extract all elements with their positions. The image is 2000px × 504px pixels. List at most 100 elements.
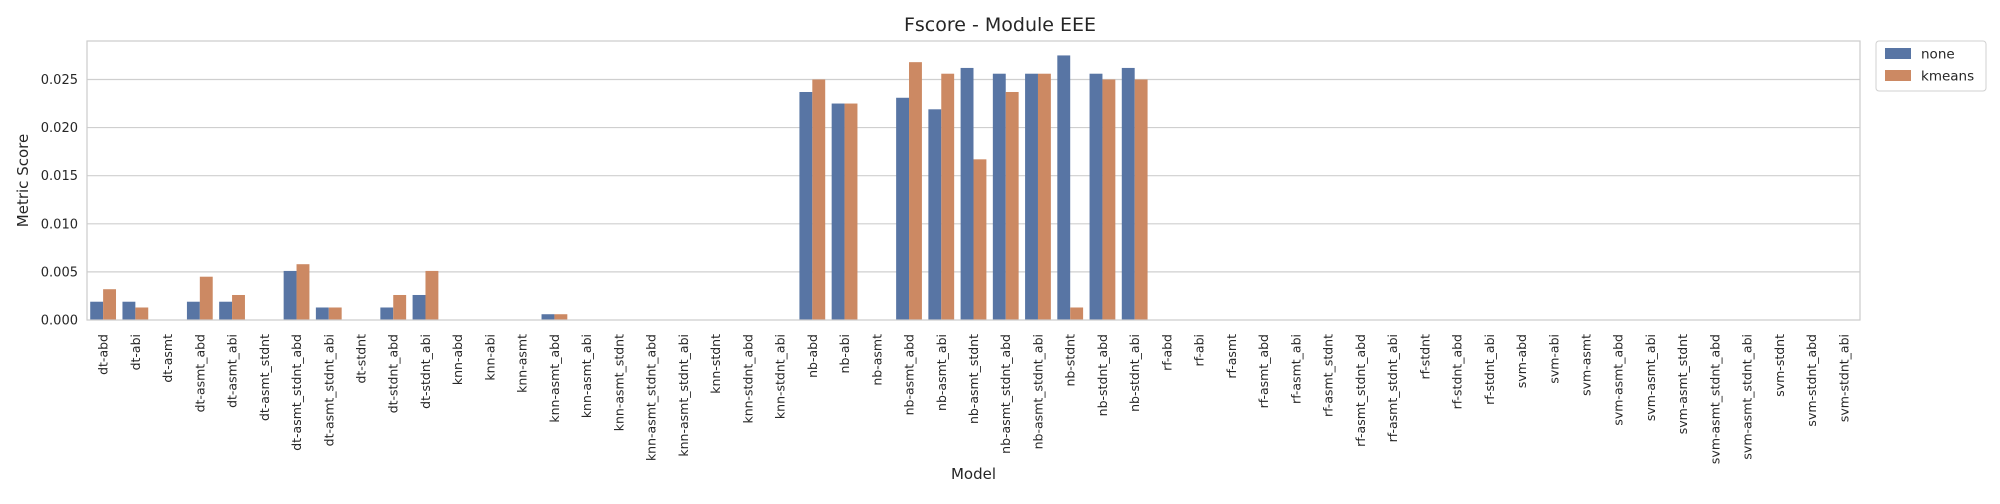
x-tick-label: rf-stdnt_abd: [1450, 334, 1465, 409]
bar-none: [799, 91, 813, 320]
bar-none: [219, 301, 233, 320]
x-tick-label: svm-asmt: [1578, 334, 1593, 396]
x-tick-label: svm-asmt_abi: [1643, 334, 1658, 421]
x-tick-label: nb-stdnt: [1063, 334, 1078, 387]
x-tick-label: nb-stdnt_abd: [1095, 334, 1110, 416]
bar-kmeans: [1037, 73, 1051, 320]
bar-none: [283, 270, 297, 320]
legend: none kmeans: [1875, 40, 1987, 92]
x-tick-label: knn-asmt_abi: [579, 334, 594, 418]
bar-kmeans: [425, 270, 439, 320]
x-tick-label: nb-asmt_abi: [934, 334, 949, 411]
legend-swatch-kmeans: [1885, 70, 1911, 81]
x-tick-label: svm-stdnt_abd: [1804, 334, 1819, 427]
bar-kmeans: [296, 264, 310, 320]
bar-none: [1089, 73, 1103, 320]
x-tick-label: nb-asmt_stdnt: [966, 334, 981, 424]
y-tick-label: 0.010: [41, 217, 78, 232]
x-tick-label: rf-abd: [1159, 334, 1174, 371]
x-tick-label: svm-abi: [1546, 334, 1561, 384]
y-tick-label: 0.000: [41, 314, 78, 329]
x-tick-label: rf-asmt: [1224, 334, 1239, 379]
x-tick-label: knn-asmt_abd: [547, 334, 562, 423]
bar-kmeans: [135, 307, 149, 320]
x-tick-label: dt-asmt_abd: [192, 334, 207, 412]
bar-kmeans: [941, 73, 955, 320]
x-tick-label: nb-stdnt_abi: [1127, 334, 1142, 412]
legend-label-kmeans: kmeans: [1921, 69, 1974, 85]
x-tick-label: dt-asmt_abi: [225, 334, 240, 408]
x-tick-label: knn-abi: [482, 334, 497, 381]
bar-kmeans: [1070, 307, 1084, 320]
x-tick-label: rf-stdnt: [1417, 334, 1432, 380]
bar-none: [831, 103, 845, 320]
x-tick-label: nb-asmt_stdnt_abd: [998, 334, 1013, 454]
x-tick-label: knn-stdnt_abi: [773, 334, 788, 419]
legend-swatch-none: [1885, 48, 1911, 59]
x-tick-label: knn-asmt: [515, 334, 530, 393]
x-tick-label: rf-asmt_stdnt_abi: [1385, 334, 1400, 442]
x-tick-label: nb-asmt: [869, 334, 884, 386]
x-tick-label: nb-asmt_abd: [902, 334, 917, 415]
x-tick-label: svm-stdnt_abi: [1836, 334, 1851, 422]
x-tick-label: knn-asmt_stdnt: [611, 334, 626, 431]
chart-title: Fscore - Module EEE: [904, 14, 1096, 36]
x-tick-label: rf-asmt_abi: [1288, 334, 1303, 404]
x-tick-label: nb-abi: [837, 334, 852, 373]
bar-kmeans: [103, 289, 117, 320]
bar-none: [960, 67, 974, 320]
x-tick-label: knn-asmt_stdnt_abi: [676, 334, 691, 457]
bar-none: [541, 314, 555, 320]
bar-none: [896, 97, 910, 320]
bar-none: [315, 307, 329, 320]
bar-kmeans: [199, 276, 213, 320]
x-tick-label: dt-abd: [96, 334, 111, 375]
bar-none: [1025, 73, 1038, 320]
plot-frame: [86, 40, 1861, 321]
bar-kmeans: [973, 159, 987, 320]
x-tick-label: rf-asmt_stdnt: [1321, 334, 1336, 417]
x-tick-label: knn-abd: [450, 334, 465, 385]
x-tick-label: knn-stdnt: [708, 334, 723, 394]
bar-kmeans: [232, 294, 245, 320]
x-tick-label: rf-abi: [1192, 334, 1207, 366]
bar-kmeans: [328, 307, 342, 320]
bar-none: [122, 301, 136, 320]
x-tick-label: dt-asmt_stdnt_abi: [321, 334, 336, 446]
x-tick-label: svm-asmt_stdnt: [1675, 334, 1690, 434]
x-tick-label: svm-asmt_stdnt_abd: [1707, 334, 1722, 464]
x-tick-label: dt-abi: [128, 334, 143, 370]
x-tick-label: nb-abd: [805, 334, 820, 378]
x-tick-label: dt-asmt_stdnt_abd: [289, 334, 304, 451]
x-tick-label: dt-asmt_stdnt: [257, 334, 272, 421]
x-tick-label: dt-asmt: [160, 334, 175, 383]
bar-kmeans: [1005, 91, 1019, 320]
bar-kmeans: [909, 62, 922, 320]
x-axis-label: Model: [951, 465, 996, 483]
bar-none: [992, 73, 1006, 320]
bar-none: [412, 294, 426, 320]
y-tick-label: 0.025: [41, 73, 78, 88]
x-tick-label: rf-stdnt_abi: [1482, 334, 1497, 405]
x-tick-label: svm-asmt_stdnt_abi: [1740, 334, 1755, 460]
x-tick-label: knn-asmt_stdnt_abd: [644, 334, 659, 461]
legend-label-none: none: [1921, 47, 1955, 63]
bar-none: [186, 301, 200, 320]
bar-none: [90, 301, 104, 320]
x-tick-label: svm-asmt_abd: [1611, 334, 1626, 426]
bar-kmeans: [1102, 79, 1116, 320]
x-tick-label: dt-stdnt_abd: [386, 334, 401, 413]
x-tick-label: svm-stdnt: [1772, 334, 1787, 397]
bar-kmeans: [844, 103, 858, 320]
bar-kmeans: [812, 79, 826, 320]
bar-none: [380, 307, 394, 320]
bar-kmeans: [1134, 79, 1148, 320]
y-tick-label: 0.020: [41, 121, 78, 136]
x-tick-label: rf-asmt_abd: [1256, 334, 1271, 408]
x-tick-label: rf-asmt_stdnt_abd: [1353, 334, 1368, 447]
bars: [90, 55, 1148, 321]
x-tick-label: knn-stdnt_abd: [740, 334, 755, 424]
y-axis-label: Metric Score: [14, 134, 32, 227]
